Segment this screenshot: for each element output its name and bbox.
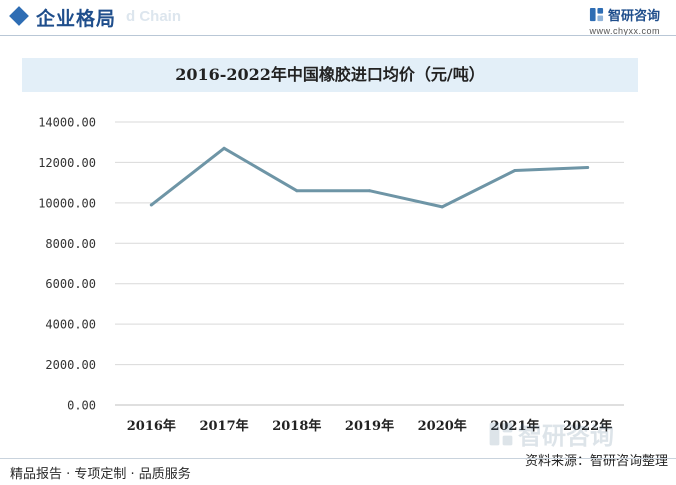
brand-block: 智研咨询 www.chyxx.com (589, 5, 660, 36)
chart-grid (115, 121, 624, 406)
y-axis-ticks: 0.00 2000.00 4000.00 6000.00 8000.00 10000.00… (38, 116, 96, 413)
y-tick-label: 14000.00 (38, 116, 96, 130)
chart-series (149, 146, 590, 209)
y-tick-label: 2000.00 (45, 358, 96, 372)
y-tick-label: 6000.00 (45, 277, 96, 291)
y-tick-label: 0.00 (67, 399, 96, 413)
data-point (440, 205, 444, 209)
y-tick-label: 4000.00 (45, 318, 96, 332)
x-axis-ticks: 2016年 2017年 2018年 2019年 2020年 2021年 2022年 (127, 418, 612, 434)
series-line (149, 146, 590, 209)
data-point (295, 189, 299, 193)
header-divider (0, 35, 676, 36)
data-point (149, 203, 153, 207)
data-point (513, 169, 517, 173)
section-title: 企业格局 (36, 8, 117, 30)
footer-divider (0, 458, 676, 459)
chart-title-band: 2016-2022年中国橡胶进口均价（元/吨） (22, 58, 638, 92)
y-tick-label: 12000.00 (38, 156, 96, 170)
page-header: 企业格局 d Chain 智研咨询 www.chyxx.com (0, 0, 676, 36)
x-tick-label: 2020年 (418, 418, 467, 434)
chart-title: 2016-2022年中国橡胶进口均价（元/吨） (175, 65, 485, 84)
watermark-name: 智研咨询 (518, 422, 614, 450)
x-tick-label: 2016年 (127, 418, 176, 434)
x-tick-label: 2017年 (199, 418, 248, 434)
y-tick-label: 10000.00 (38, 196, 96, 210)
brand-logo-icon (589, 7, 604, 22)
x-tick-label: 2019年 (345, 418, 394, 434)
y-tick-label: 8000.00 (45, 237, 96, 251)
footer-watermark: 智研咨询 (488, 416, 614, 451)
watermark-logo-icon (489, 422, 513, 445)
header-watermark: d Chain (126, 8, 181, 25)
x-tick-label: 2018年 (272, 418, 321, 434)
data-point (368, 189, 371, 193)
brand-url[interactable]: www.chyxx.com (589, 26, 660, 36)
brand-name: 智研咨询 (607, 9, 660, 24)
data-source: 资料来源：智研咨询整理 (524, 454, 668, 469)
data-point (586, 165, 590, 169)
data-point (222, 146, 226, 150)
x-tick-label: 2022年 (563, 418, 612, 434)
footer-slogan: 精品报告 · 专项定制 · 品质服务 (10, 467, 191, 482)
x-tick-label: 2021年 (490, 418, 539, 434)
